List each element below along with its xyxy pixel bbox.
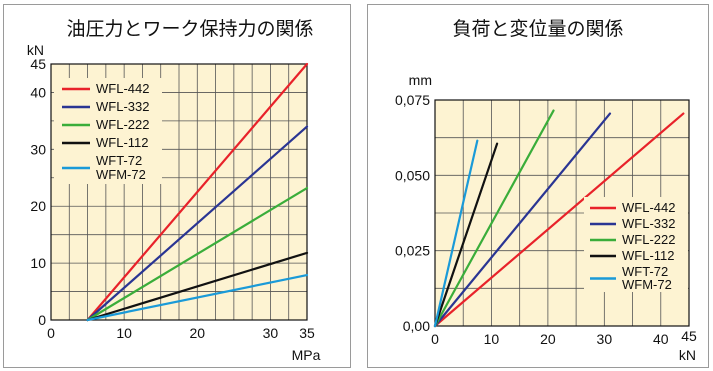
- legend-entry: WFL-112: [622, 248, 675, 263]
- legend-entry: WFM-72: [96, 167, 146, 182]
- chart-right: 負荷と変位量の関係 0 10 20 30 40 45 0,00 0,025 0,050 0,075 m…: [395, 18, 697, 363]
- legend-entry: WFM-72: [622, 277, 672, 292]
- legend-entry: WFL-332: [622, 216, 675, 231]
- y-axis-label: kN: [27, 42, 44, 58]
- legend-entry: WFL-222: [96, 117, 149, 132]
- y-tick-label: 40: [30, 84, 46, 100]
- legend-box: [54, 78, 162, 184]
- x-tick-label: 0: [431, 331, 439, 347]
- series-line: [86, 186, 309, 322]
- series-line: [433, 112, 612, 328]
- x-tick-label: 45: [681, 328, 697, 344]
- x-tick-label: 10: [484, 331, 500, 347]
- legend-entry: WFL-112: [96, 135, 149, 150]
- y-tick-label: 0,050: [395, 167, 430, 183]
- chart-panel-right: 負荷と変位量の関係 0 10 20 30 40 45 0,00 0,025 0,050 0,075 m…: [367, 4, 709, 368]
- y-tick-label: 0: [38, 312, 46, 328]
- series-line: [433, 109, 555, 328]
- y-tick-label: 30: [30, 141, 46, 157]
- legend-entry: WFT-72: [622, 264, 668, 279]
- y-tick-label: 0,025: [395, 243, 430, 259]
- x-tick-label: 0: [47, 325, 55, 341]
- series-line: [86, 62, 309, 322]
- legend-entry: WFL-442: [96, 81, 149, 96]
- x-tick-label: 30: [597, 331, 613, 347]
- legend-entry: WFL-442: [622, 200, 675, 215]
- x-tick-label: 10: [116, 325, 132, 341]
- x-axis-label: MPa: [292, 347, 321, 363]
- series-line: [433, 139, 479, 328]
- x-tick-label: 35: [299, 325, 315, 341]
- series-line: [86, 273, 309, 322]
- legend-entry: WFL-332: [96, 99, 149, 114]
- chart-title: 負荷と変位量の関係: [452, 18, 623, 40]
- legend-box: [584, 197, 688, 292]
- series-line: [433, 142, 499, 328]
- x-tick-label: 20: [540, 331, 556, 347]
- y-tick-label: 45: [30, 56, 46, 72]
- plot-frame: [50, 63, 308, 321]
- x-tick-label: 20: [189, 325, 205, 341]
- y-tick-label: 20: [30, 198, 46, 214]
- legend-entry: WFL-222: [622, 232, 675, 247]
- y-axis-label: mm: [409, 72, 432, 88]
- series-line: [433, 112, 685, 328]
- series-line: [86, 125, 309, 322]
- series-line: [86, 251, 309, 322]
- y-tick-label: 0,075: [395, 92, 430, 108]
- chart-title: 油圧力とワーク保持力の関係: [66, 18, 313, 40]
- x-tick-label: 40: [653, 331, 669, 347]
- y-tick-label: 10: [30, 255, 46, 271]
- x-tick-label: 30: [263, 325, 279, 341]
- chart-panel-left: 油圧力とワーク保持力の関係 0 10 20 30 35 0 10 20 30 40 45 kN MPa WF…: [3, 4, 351, 368]
- x-axis-label: kN: [679, 347, 696, 363]
- y-tick-label: 0,00: [403, 318, 430, 334]
- legend-entry: WFT-72: [96, 153, 142, 168]
- plot-frame: [434, 99, 690, 327]
